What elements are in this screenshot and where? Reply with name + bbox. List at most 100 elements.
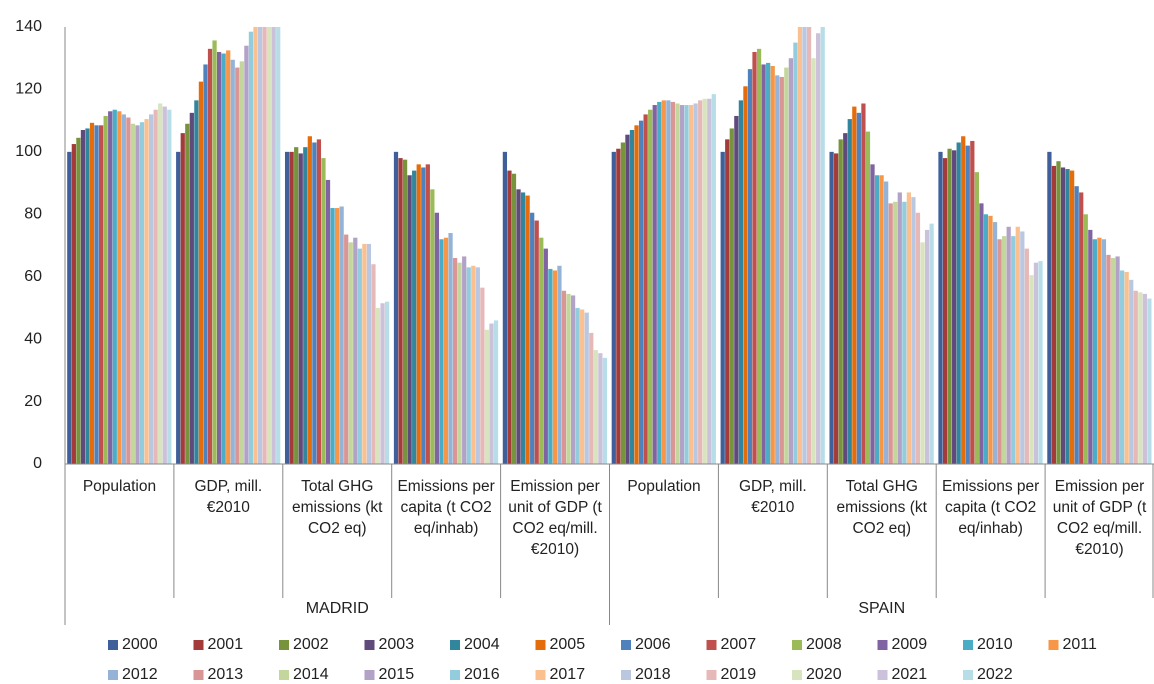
bar: [747, 69, 753, 464]
bar: [330, 208, 335, 464]
bar: [239, 61, 244, 464]
y-tick-label: 60: [24, 268, 42, 285]
bar: [298, 153, 303, 465]
legend-swatch: [792, 670, 802, 680]
bar: [743, 86, 748, 465]
legend-label: 2022: [977, 666, 1013, 683]
bar: [711, 94, 716, 464]
bar: [412, 170, 417, 465]
bar: [216, 51, 222, 464]
bar: [266, 27, 272, 464]
bar: [816, 33, 821, 464]
bar: [448, 233, 453, 464]
bar: [1015, 226, 1020, 464]
bar: [1133, 290, 1138, 464]
x-tick-label: Emissions per capita (t CO2 eq/inhab): [397, 478, 495, 537]
bar: [362, 243, 367, 464]
bar: [375, 307, 381, 464]
bar: [135, 125, 140, 464]
legend-label: 2009: [892, 636, 928, 653]
bar: [679, 105, 685, 465]
bar: [457, 262, 462, 464]
legend-swatch: [364, 670, 375, 680]
bar: [793, 42, 798, 464]
bar: [1024, 248, 1029, 464]
x-tick-label: Emission per unit of GDP (t CO2 eq/mill.…: [1052, 478, 1147, 558]
legend-label: 2021: [892, 666, 928, 683]
bar: [194, 100, 199, 464]
bar: [525, 195, 530, 465]
bar: [1070, 170, 1075, 465]
bar: [108, 111, 113, 465]
legend-label: 2015: [379, 666, 415, 683]
bar: [956, 142, 961, 464]
bar: [616, 148, 621, 464]
bar: [707, 98, 712, 465]
bar: [189, 112, 194, 464]
bar: [398, 158, 403, 464]
bar: [575, 307, 580, 464]
bar: [153, 109, 158, 464]
bar: [462, 256, 467, 464]
bar: [620, 142, 626, 464]
bar: [752, 51, 757, 464]
bar: [98, 125, 104, 464]
bar: [530, 212, 535, 464]
bar: [139, 122, 145, 464]
bar: [924, 229, 930, 464]
bar: [334, 208, 340, 464]
bar: [303, 147, 308, 465]
bar: [729, 128, 734, 465]
bar: [1020, 231, 1025, 464]
bar: [893, 201, 898, 465]
bar: [638, 120, 644, 465]
bar: [471, 265, 476, 464]
bar: [180, 133, 185, 464]
bar: [230, 59, 235, 465]
bar: [657, 101, 662, 465]
bar: [466, 267, 471, 464]
bar: [1138, 292, 1143, 464]
bar: [121, 114, 126, 465]
bar: [1106, 254, 1111, 464]
legend-swatch: [621, 670, 631, 680]
bar: [511, 173, 517, 464]
bar: [203, 64, 208, 464]
bar: [952, 150, 957, 464]
bar: [906, 192, 911, 464]
bar: [856, 112, 861, 464]
bar: [756, 48, 762, 464]
group-label: SPAIN: [858, 600, 905, 617]
legend-label: 2001: [208, 636, 244, 653]
bar: [384, 301, 390, 464]
bar: [589, 332, 594, 464]
bar: [1120, 270, 1125, 464]
bar: [357, 248, 362, 464]
bar: [584, 312, 589, 464]
legend-swatch: [193, 640, 204, 650]
bar: [1047, 151, 1052, 464]
bar: [861, 103, 866, 464]
bar: [543, 248, 548, 464]
legend-label: 2018: [635, 666, 671, 683]
bar: [221, 53, 226, 465]
bar: [992, 222, 998, 464]
bar: [1079, 192, 1084, 464]
bar: [185, 123, 190, 464]
bar: [884, 181, 889, 464]
bar: [158, 103, 163, 464]
legend-swatch: [535, 670, 546, 680]
bar: [643, 114, 648, 465]
bar: [144, 119, 149, 464]
legend-swatch: [963, 670, 973, 680]
bar: [430, 189, 435, 465]
bar: [775, 75, 780, 464]
legend-label: 2017: [550, 666, 586, 683]
bar: [244, 45, 249, 464]
legend-swatch: [621, 640, 631, 650]
bar: [475, 267, 480, 464]
legend-swatch: [279, 670, 289, 680]
bar: [452, 257, 458, 464]
bar: [1124, 272, 1129, 464]
bar: [670, 101, 676, 465]
